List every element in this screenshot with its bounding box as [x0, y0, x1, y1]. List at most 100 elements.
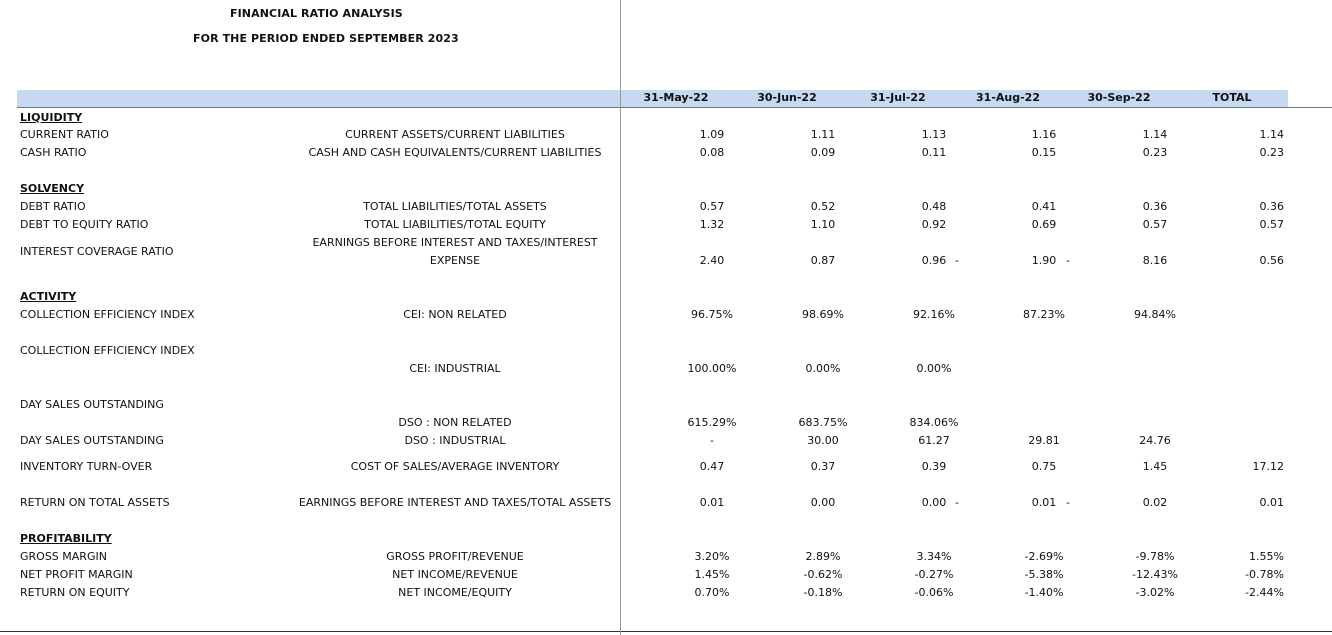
negative-marker: -	[1066, 254, 1070, 267]
cell-value: 0.23	[1142, 146, 1168, 159]
row-formula: CEI: NON RELATED	[403, 308, 507, 321]
row-label: RETURN ON EQUITY	[20, 586, 130, 599]
negative-marker: -	[1066, 496, 1070, 509]
bottom-rule	[0, 631, 1332, 632]
cell-value: 683.75%	[798, 416, 848, 429]
column-header: TOTAL	[1212, 91, 1252, 104]
section-profitability: PROFITABILITY	[20, 532, 112, 545]
negative-marker: -	[955, 496, 959, 509]
cell-value: 0.00%	[805, 362, 841, 375]
cell-value: 29.81	[1028, 434, 1060, 447]
cell-value: 100.00%	[687, 362, 737, 375]
cell-value: 0.70%	[694, 586, 730, 599]
cell-value: 0.87	[810, 254, 836, 267]
cell-value: 96.75%	[691, 308, 733, 321]
cell-value: 98.69%	[802, 308, 844, 321]
column-divider	[620, 0, 621, 635]
cell-value: 1.09	[699, 128, 725, 141]
cell-value: 0.75	[1031, 460, 1057, 473]
report-title: FINANCIAL RATIO ANALYSIS	[230, 7, 403, 20]
cell-value: 0.69	[1031, 218, 1057, 231]
cell-value: 61.27	[918, 434, 950, 447]
cell-total: 0.01	[1259, 496, 1285, 509]
cell-value: -9.78%	[1135, 550, 1175, 563]
cell-total: -2.44%	[1245, 586, 1284, 599]
cell-total: 17.12	[1252, 460, 1285, 473]
row-formula: GROSS PROFIT/REVENUE	[386, 550, 524, 563]
cell-value: 1.90	[1031, 254, 1057, 267]
cell-value: 0.01	[1031, 496, 1057, 509]
cell-total: 1.14	[1259, 128, 1285, 141]
cell-value: 1.45%	[694, 568, 730, 581]
cell-value: 0.00%	[916, 362, 952, 375]
cell-value: 8.16	[1142, 254, 1168, 267]
cell-total: -0.78%	[1245, 568, 1284, 581]
row-label: DAY SALES OUTSTANDING	[20, 398, 164, 411]
cell-value: 0.57	[699, 200, 725, 213]
cell-value: 30.00	[807, 434, 839, 447]
row-formula: CURRENT ASSETS/CURRENT LIABILITIES	[345, 128, 565, 141]
row-label: RETURN ON TOTAL ASSETS	[20, 496, 170, 509]
cell-value: 0.41	[1031, 200, 1057, 213]
cell-value: -0.62%	[803, 568, 843, 581]
cell-value: -3.02%	[1135, 586, 1175, 599]
cell-value: -12.43%	[1132, 568, 1178, 581]
row-formula: TOTAL LIABILITIES/TOTAL EQUITY	[364, 218, 546, 231]
cell-value: 0.11	[921, 146, 947, 159]
cell-total: 1.55%	[1249, 550, 1284, 563]
row-formula: NET INCOME/REVENUE	[392, 568, 518, 581]
row-label: CASH RATIO	[20, 146, 87, 159]
cell-value: -0.18%	[803, 586, 843, 599]
cell-value: 24.76	[1139, 434, 1171, 447]
cell-total: 0.23	[1259, 146, 1285, 159]
row-label: DEBT RATIO	[20, 200, 86, 213]
row-label: INTEREST COVERAGE RATIO	[20, 245, 174, 258]
report-subtitle: FOR THE PERIOD ENDED SEPTEMBER 2023	[193, 32, 459, 45]
column-header-band	[17, 90, 1288, 108]
row-formula: EARNINGS BEFORE INTEREST AND TAXES/INTER…	[312, 236, 598, 249]
cell-value: 0.52	[810, 200, 836, 213]
row-label: NET PROFIT MARGIN	[20, 568, 133, 581]
cell-value: 0.39	[921, 460, 947, 473]
row-formula: COST OF SALES/AVERAGE INVENTORY	[350, 460, 560, 473]
cell-value: -	[710, 434, 714, 447]
cell-total: 0.57	[1259, 218, 1285, 231]
negative-marker: -	[955, 254, 959, 267]
cell-value: 0.08	[699, 146, 725, 159]
cell-value: 0.00	[810, 496, 836, 509]
cell-value: 3.20%	[694, 550, 730, 563]
row-label: INVENTORY TURN-OVER	[20, 460, 153, 473]
row-formula: DSO : NON RELATED	[398, 416, 512, 429]
cell-value: 2.89%	[805, 550, 841, 563]
column-header: 30-Sep-22	[1087, 91, 1151, 104]
column-header: 31-May-22	[643, 91, 709, 104]
cell-value: 94.84%	[1134, 308, 1176, 321]
cell-value: 87.23%	[1023, 308, 1065, 321]
cell-value: 834.06%	[909, 416, 959, 429]
cell-value: 0.15	[1031, 146, 1057, 159]
cell-value: 0.01	[699, 496, 725, 509]
row-label: DEBT TO EQUITY RATIO	[20, 218, 149, 231]
cell-value: -1.40%	[1024, 586, 1064, 599]
cell-value: 0.02	[1142, 496, 1168, 509]
row-formula: TOTAL LIABILITIES/TOTAL ASSETS	[363, 200, 547, 213]
cell-value: 1.11	[810, 128, 836, 141]
cell-total: 0.36	[1259, 200, 1285, 213]
row-formula: NET INCOME/EQUITY	[398, 586, 512, 599]
cell-total: 0.56	[1259, 254, 1285, 267]
cell-value: 0.37	[810, 460, 836, 473]
cell-value: 1.13	[921, 128, 947, 141]
cell-value: 0.00	[921, 496, 947, 509]
cell-value: 2.40	[699, 254, 725, 267]
cell-value: 0.92	[921, 218, 947, 231]
row-label: DAY SALES OUTSTANDING	[20, 434, 164, 447]
row-label: CURRENT RATIO	[20, 128, 109, 141]
column-header: 31-Jul-22	[870, 91, 926, 104]
header-rule	[17, 107, 1332, 108]
column-header: 30-Jun-22	[757, 91, 817, 104]
section-solvency: SOLVENCY	[20, 182, 85, 195]
cell-value: 3.34%	[916, 550, 952, 563]
cell-value: 0.09	[810, 146, 836, 159]
cell-value: 1.16	[1031, 128, 1057, 141]
row-label: COLLECTION EFFICIENCY INDEX	[20, 344, 195, 357]
